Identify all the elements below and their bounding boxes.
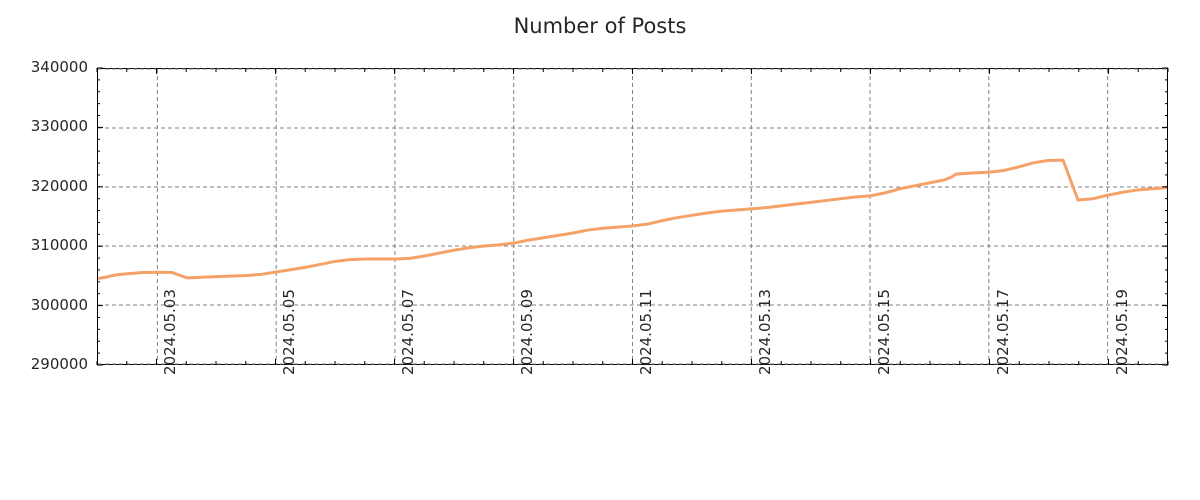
chart-title: Number of Posts [513,14,687,38]
data-line-series [98,69,1167,364]
y-tick-label: 340000 [30,58,88,76]
y-tick-label: 300000 [30,295,88,314]
y-tick-label: 330000 [30,117,88,136]
y-tick-label: 310000 [30,236,88,255]
y-tick-label: 320000 [30,176,88,195]
y-tick-label: 290000 [30,355,88,373]
plot-area [97,68,1168,365]
series-polyline [98,160,1167,278]
